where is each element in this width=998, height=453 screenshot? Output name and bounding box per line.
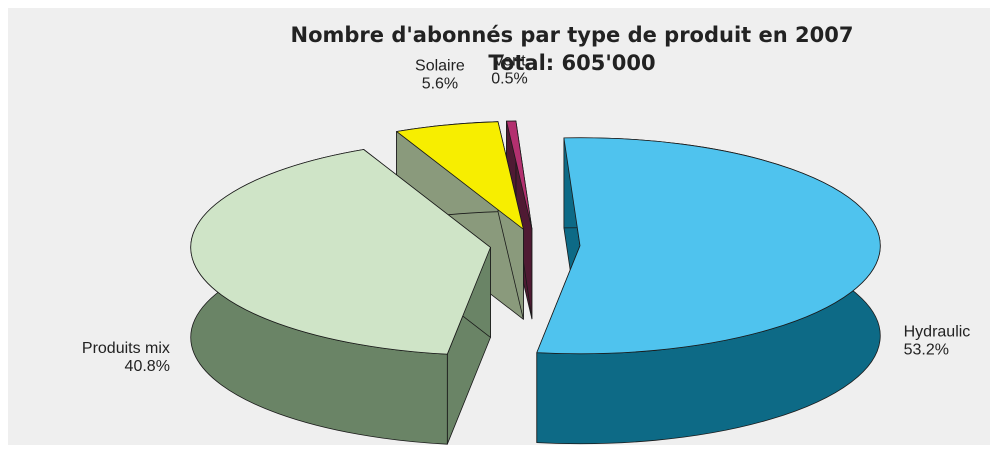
data-label-name: Solaire [415,58,465,75]
slice [396,121,524,230]
data-label-name: Produits mix [82,340,170,357]
data-label-value: 40.8% [125,358,170,375]
slice [190,149,491,355]
slice [536,137,881,355]
data-label-name: Hydraulic [904,324,971,341]
data-label-value: 0.5% [491,71,527,88]
data-label-value: 53.2% [904,342,949,359]
slice [506,120,533,230]
chart-subtitle: Total: 605'000 [488,51,655,75]
chart-title: Nombre d'abonnés par type de produit en … [291,23,854,47]
data-label-name: Vent [493,53,526,70]
data-label-value: 5.6% [422,76,458,93]
